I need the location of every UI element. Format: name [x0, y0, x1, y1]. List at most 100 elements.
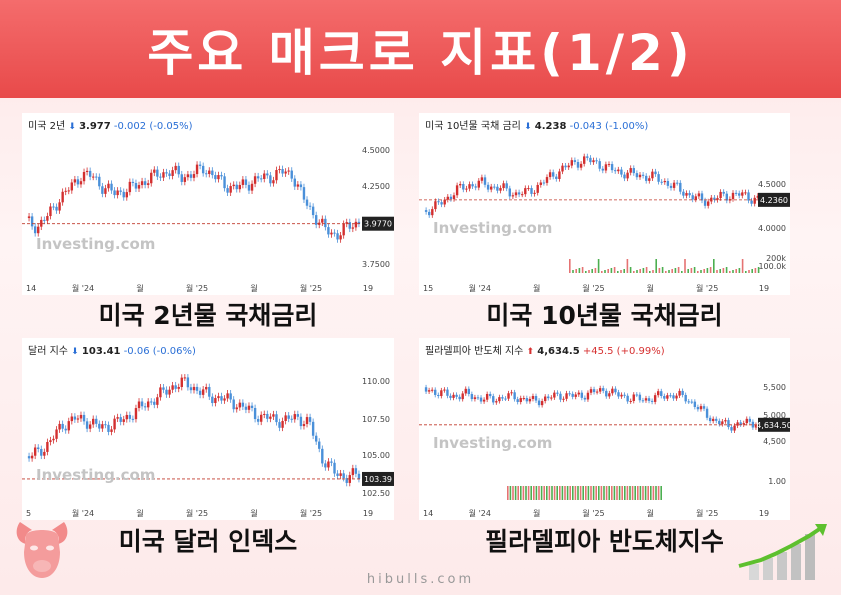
- candle: [516, 396, 519, 405]
- candle: [498, 394, 501, 404]
- candle: [98, 420, 101, 432]
- volume-bar: [585, 486, 587, 500]
- candle: [561, 162, 564, 175]
- candle: [198, 161, 202, 170]
- chart-panel-us2y: 미국 2년 ⬇ 3.977 -0.002 (-0.05%) 3.9770 4.50…: [22, 113, 394, 295]
- candle: [446, 194, 449, 203]
- candle: [27, 452, 31, 462]
- candle: [666, 392, 669, 402]
- candle: [595, 157, 598, 164]
- candle: [645, 173, 648, 184]
- candle: [168, 170, 171, 180]
- candle: [747, 189, 750, 204]
- volume-bar: [566, 486, 569, 500]
- candle: [648, 175, 651, 184]
- volume-bar: [527, 486, 530, 500]
- candle: [272, 176, 275, 187]
- candle: [263, 170, 266, 183]
- candle: [527, 185, 530, 191]
- volume-bar: [575, 269, 577, 273]
- candle: [468, 181, 471, 192]
- candle: [354, 464, 358, 478]
- candle: [131, 415, 135, 423]
- candle: [137, 398, 141, 412]
- candle: [617, 389, 620, 399]
- candle: [461, 391, 464, 402]
- x-tick-label: 월 '25: [186, 508, 208, 518]
- candle: [180, 170, 183, 186]
- investing-watermark: Investing.com: [433, 434, 552, 452]
- volume-bar: [591, 269, 593, 273]
- x-tick-label: 19: [363, 509, 373, 518]
- title-banner: 주요 매크로 지표(1/2): [0, 0, 841, 98]
- volume-bar: [709, 267, 712, 273]
- volume-bar: [512, 486, 514, 500]
- chart-name: 미국 2년: [28, 121, 66, 132]
- candle: [159, 173, 162, 181]
- candle: [727, 417, 730, 430]
- candle: [272, 410, 275, 421]
- price-tag-label: 4.2360: [760, 196, 788, 205]
- candle: [722, 189, 725, 197]
- candle: [675, 393, 678, 401]
- candle: [351, 464, 355, 479]
- candle: [40, 216, 43, 231]
- candle: [55, 426, 58, 443]
- candle: [614, 167, 617, 174]
- volume-bar: [597, 259, 600, 273]
- y-tick-label: 4.5000: [362, 146, 390, 155]
- volume-bar: [623, 269, 625, 273]
- candle: [580, 390, 584, 401]
- candle: [61, 188, 64, 206]
- volume-bar: [553, 486, 556, 500]
- volume-bar: [725, 267, 728, 273]
- candle: [514, 189, 518, 198]
- candle: [293, 175, 296, 190]
- candle: [623, 171, 626, 182]
- investing-watermark: Investing.com: [36, 235, 155, 253]
- page-title: 주요 매크로 지표(1/2): [147, 24, 694, 82]
- volume-bar: [751, 269, 753, 273]
- candle: [663, 178, 666, 185]
- candle: [73, 413, 77, 423]
- candle: [150, 169, 153, 187]
- candle: [682, 188, 685, 199]
- candle: [76, 415, 80, 423]
- candle: [651, 168, 654, 181]
- candle: [440, 199, 443, 208]
- candle: [177, 162, 180, 178]
- candle: [284, 168, 287, 177]
- candle: [608, 390, 611, 399]
- candle: [214, 171, 217, 183]
- candle: [220, 171, 223, 180]
- candle: [281, 165, 284, 177]
- candle: [565, 390, 568, 402]
- x-tick-label: 월: [647, 283, 654, 293]
- candle: [465, 185, 468, 193]
- candle: [458, 394, 461, 402]
- volume-bar: [533, 486, 535, 500]
- volume-bar: [706, 268, 709, 273]
- volume-bar: [649, 271, 651, 273]
- candle: [607, 161, 611, 168]
- candle: [305, 196, 309, 210]
- candle: [632, 165, 635, 176]
- y-tick-label: 3.7500: [362, 260, 390, 269]
- investing-watermark: Investing.com: [36, 466, 155, 484]
- candle: [324, 215, 327, 231]
- y-tick-label: 4.2500: [362, 182, 390, 191]
- candle: [189, 170, 193, 182]
- volume-bar: [655, 486, 657, 500]
- price-tag-label: 3.9770: [364, 220, 392, 229]
- volume-bar: [681, 271, 683, 273]
- volume-bar: [629, 486, 631, 500]
- x-tick-label: 15: [423, 284, 433, 293]
- candle: [336, 229, 339, 243]
- x-tick-label: 월 '25: [582, 508, 604, 518]
- volume-bar: [517, 486, 519, 500]
- candle: [725, 190, 728, 204]
- candle: [694, 193, 697, 203]
- candle: [508, 185, 511, 200]
- caption-us10y: 미국 10년물 국채금리: [486, 301, 723, 330]
- candle: [479, 395, 483, 404]
